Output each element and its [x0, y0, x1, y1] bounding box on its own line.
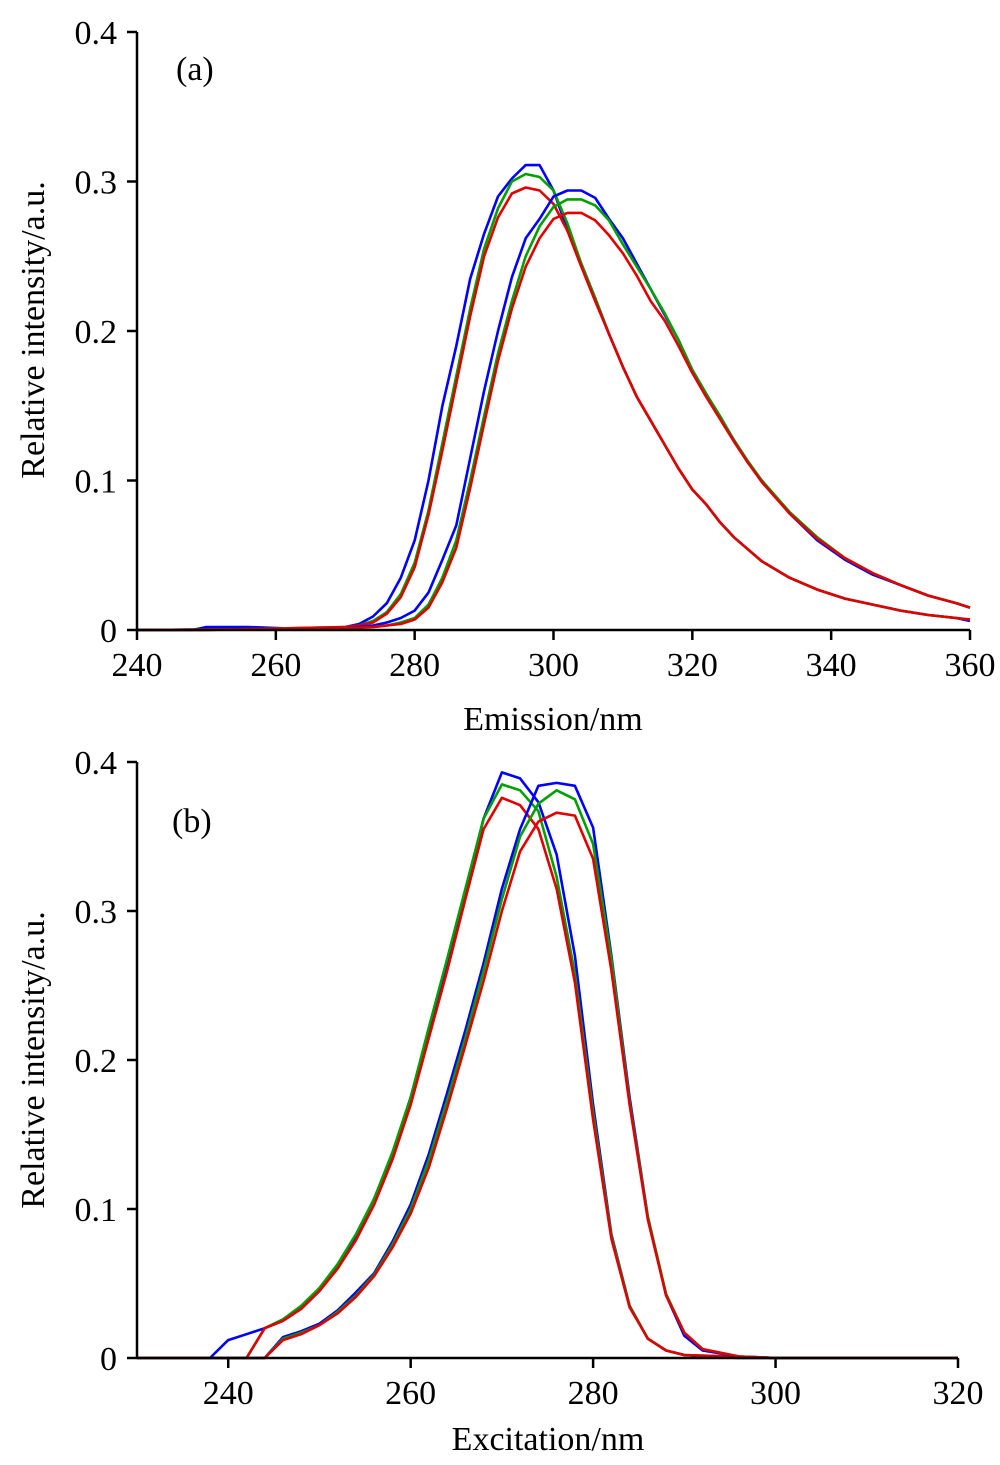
panel-a-emission: (a) Emission/nm Relative intensity/a.u. …: [15, 15, 996, 738]
panel-a-ticks: 240 260 280 300 320 340 360 0 0.1 0.2 0.3 0.4: [75, 15, 996, 684]
x-tick-label: 300: [750, 1375, 801, 1412]
series-line-2: [137, 783, 958, 1360]
y-tick-label: 0.2: [75, 1043, 118, 1080]
y-tick-label: 0.2: [75, 314, 118, 351]
panel-b-xlabel: Excitation/nm: [452, 1421, 645, 1458]
panel-a-axes: [135, 32, 970, 632]
series-line-6: [136, 211, 971, 632]
series-line-5: [137, 788, 958, 1360]
panel-a-xlabel: Emission/nm: [463, 701, 642, 738]
x-tick-label: 360: [945, 647, 996, 684]
y-tick-label: 0: [100, 613, 117, 650]
series-line-4: [136, 189, 971, 632]
panel-b-axes: [135, 762, 958, 1360]
x-tick-label: 260: [385, 1375, 436, 1412]
panel-a-plot: [136, 163, 971, 632]
panel-b-plot: [137, 771, 958, 1360]
x-tick-label: 280: [389, 647, 440, 684]
series-line-2: [137, 172, 971, 632]
y-tick-label: 0.3: [75, 165, 118, 202]
series-line-4: [137, 781, 958, 1360]
panel-b-ticks: 240 260 280 300 320 0 0.1 0.2 0.3 0.4: [75, 745, 984, 1412]
y-tick-label: 0.4: [75, 15, 118, 52]
y-tick-label: 0.3: [75, 894, 118, 931]
x-tick-label: 260: [250, 647, 301, 684]
x-tick-label: 300: [528, 647, 579, 684]
x-tick-label: 320: [933, 1375, 984, 1412]
panel-a-label: (a): [176, 51, 214, 88]
panel-b-excitation: (b) Excitation/nm Relative intensity/a.u…: [15, 745, 984, 1458]
x-tick-label: 320: [667, 647, 718, 684]
panel-a-ylabel: Relative intensity/a.u.: [15, 181, 52, 478]
series-line-3: [137, 796, 958, 1360]
panel-b-ylabel: Relative intensity/a.u.: [15, 911, 52, 1208]
y-tick-label: 0: [100, 1341, 117, 1378]
x-tick-label: 240: [203, 1375, 254, 1412]
y-tick-label: 0.4: [75, 745, 118, 782]
y-tick-label: 0.1: [75, 464, 118, 501]
panel-b-label: (b): [172, 803, 212, 840]
y-tick-label: 0.1: [75, 1192, 118, 1229]
x-tick-label: 340: [806, 647, 857, 684]
series-line-3: [137, 186, 971, 632]
x-tick-label: 240: [112, 647, 163, 684]
x-tick-label: 280: [568, 1375, 619, 1412]
series-line-6: [137, 811, 958, 1360]
series-line-5: [136, 198, 971, 632]
